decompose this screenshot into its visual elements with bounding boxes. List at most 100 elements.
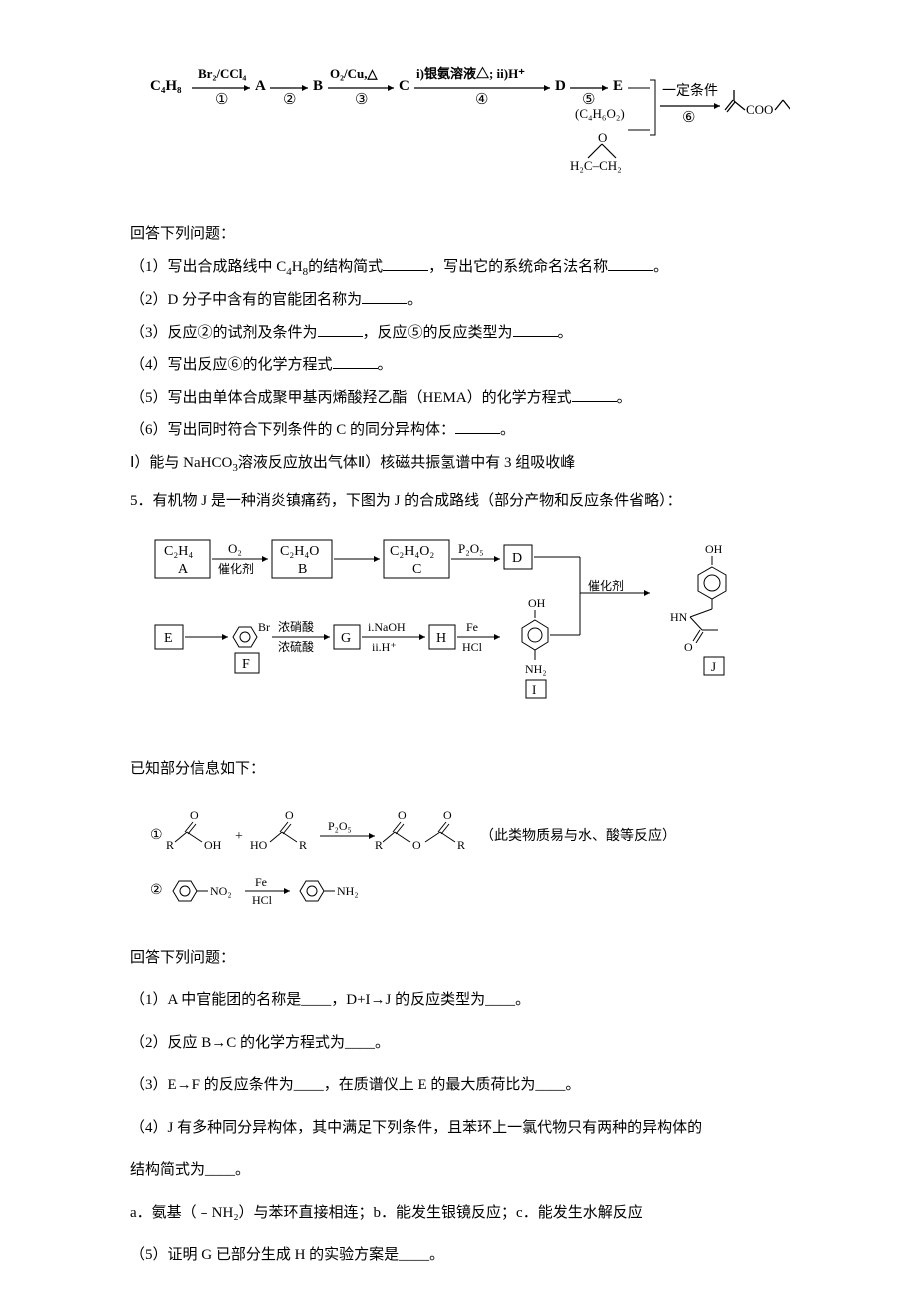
h-fe: Fe bbox=[255, 875, 267, 889]
q4-intro: 回答下列问题： bbox=[130, 220, 790, 249]
s1-epo-o: O bbox=[598, 130, 607, 145]
s2-I-l: I bbox=[532, 682, 536, 697]
s1-a4-top: i)银氨溶液△; ii)H⁺ bbox=[416, 66, 525, 81]
s2-G-l: G bbox=[341, 631, 351, 646]
q4-p1b: 的结构简式 bbox=[308, 259, 383, 275]
blank bbox=[383, 255, 428, 271]
s1-c4h8: C₄H₈ bbox=[150, 78, 182, 94]
q4-p5a: （5）写出由单体合成聚甲基丙烯酸羟乙酯（HEMA）的化学方程式 bbox=[130, 390, 572, 406]
s1-a3-bot: ③ bbox=[355, 92, 368, 108]
blank bbox=[572, 386, 617, 402]
h-tail: （此类物质易与水、酸等反应） bbox=[480, 827, 676, 844]
blank bbox=[333, 353, 378, 369]
blank bbox=[362, 288, 407, 304]
s1-coo: COO bbox=[746, 102, 773, 117]
h-no2: NO₂ bbox=[210, 884, 232, 898]
q5-p2: （2）反应 B→C 的化学方程式为____。 bbox=[130, 1029, 790, 1058]
q5-known: 已知部分信息如下： bbox=[130, 755, 790, 784]
q4-p1d: 。 bbox=[653, 259, 668, 275]
q4-p4: （4）写出反应⑥的化学方程式 。 bbox=[130, 351, 790, 380]
h-plus: + bbox=[235, 829, 243, 844]
s2-I-oh: OH bbox=[528, 596, 546, 610]
s2-hi-top: Fe bbox=[466, 620, 478, 634]
s2-E-l: E bbox=[164, 631, 173, 646]
h-hcl: HCl bbox=[252, 893, 273, 907]
q4-p3c: 。 bbox=[558, 325, 573, 341]
q5-p4b: 结构简式为____。 bbox=[130, 1156, 790, 1185]
s2-cd: P₂O₅ bbox=[458, 541, 484, 556]
svg-text:O: O bbox=[285, 808, 294, 822]
s2-fg-bot: 浓硫酸 bbox=[278, 639, 314, 654]
s2-ab-top: O₂ bbox=[228, 541, 242, 556]
q5-p3: （3）E→F 的反应条件为____，在质谱仪上 E 的最大质荷比为____。 bbox=[130, 1071, 790, 1100]
h-n1: ① bbox=[150, 828, 163, 843]
q4-p4a: （4）写出反应⑥的化学方程式 bbox=[130, 357, 333, 373]
s1-a2-bot: ② bbox=[283, 92, 296, 108]
q4-p1: （1）写出合成路线中 C4H8的结构简式，写出它的系统命名法名称。 bbox=[130, 253, 790, 283]
s1-cond: 一定条件 bbox=[662, 82, 718, 99]
s2-A-f: C₂H₄ bbox=[164, 544, 193, 559]
h-R2: R bbox=[299, 838, 307, 852]
q4-p4b: 。 bbox=[378, 357, 393, 373]
scheme-1: C₄H₈ Br₂/CCl₄ ① A ② B O₂/Cu,△ ③ C i)银氨溶液… bbox=[150, 60, 790, 200]
s2-J-hn: HN bbox=[670, 610, 688, 624]
q4-p6: （6）写出同时符合下列条件的 C 的同分异构体：。 bbox=[130, 416, 790, 445]
hints: ① O R OH + O HO R P₂O₅ O R O O R （ bbox=[150, 804, 790, 924]
s1-B: B bbox=[313, 78, 323, 94]
h-n2: ② bbox=[150, 883, 163, 898]
h-p2o5: P₂O₅ bbox=[328, 819, 352, 833]
q5-p1: （1）A 中官能团的名称是____，D+I→J 的反应类型为____。 bbox=[130, 986, 790, 1015]
scheme1-svg: C₄H₈ Br₂/CCl₄ ① A ② B O₂/Cu,△ ③ C i)银氨溶液… bbox=[150, 60, 790, 200]
s2-B-l: B bbox=[298, 562, 307, 577]
s1-D: D bbox=[555, 78, 566, 94]
s1-A: A bbox=[255, 78, 266, 94]
q4-p7a: Ⅰ）能与 NaHCO bbox=[130, 455, 232, 471]
h-R4: R bbox=[457, 838, 465, 852]
s2-gh-top: i.NaOH bbox=[368, 620, 406, 634]
h-R3: R bbox=[375, 838, 383, 852]
s2-ab-bot: 催化剂 bbox=[218, 561, 254, 576]
q4-p3b: ，反应⑤的反应类型为 bbox=[363, 325, 513, 341]
svg-text:O: O bbox=[190, 808, 199, 822]
s2-dj: 催化剂 bbox=[588, 578, 624, 593]
q5-num: 5．有机物 J 是一种消炎镇痛药，下图为 J 的合成路线（部分产物和反应条件省略… bbox=[130, 487, 790, 516]
s1-a3-top: O₂/Cu,△ bbox=[330, 66, 378, 81]
q4-p1c: ，写出它的系统命名法名称 bbox=[428, 259, 608, 275]
s1-E: E bbox=[613, 78, 623, 94]
s1-a6-bot: ⑥ bbox=[682, 110, 695, 126]
q5-p6: （5）证明 G 已部分生成 H 的实验方案是____。 bbox=[130, 1241, 790, 1270]
s2-C-l: C bbox=[412, 562, 421, 577]
s2-gh-bot: ii.H⁺ bbox=[372, 640, 397, 654]
s1-e-sub: (C₄H₆O₂) bbox=[575, 106, 625, 121]
scheme-2: C₂H₄ A O₂ 催化剂 C₂H₄O B C₂H₄O₂ C P₂O₅ D 催化… bbox=[150, 535, 790, 735]
q4-p3a: （3）反应②的试剂及条件为 bbox=[130, 325, 318, 341]
q4-p6a: （6）写出同时符合下列条件的 C 的同分异构体： bbox=[130, 422, 455, 438]
q4-p2b: 。 bbox=[407, 292, 422, 308]
q4-p1a: （1）写出合成路线中 C bbox=[130, 259, 286, 275]
s1-a1-bot: ① bbox=[215, 92, 228, 108]
s2-J-oh: OH bbox=[705, 542, 723, 556]
s2-A-l: A bbox=[178, 562, 189, 577]
s2-F-br: Br bbox=[258, 620, 270, 634]
q5-p4a: （4）J 有多种同分异构体，其中满足下列条件，且苯环上一氯代物只有两种的异构体的 bbox=[130, 1114, 790, 1143]
sub4: 4 bbox=[286, 266, 292, 278]
s2-fg-top: 浓硝酸 bbox=[278, 619, 314, 634]
s2-J-l: J bbox=[711, 659, 716, 674]
h-R1: R bbox=[166, 838, 174, 852]
blank bbox=[513, 321, 558, 337]
q5-intro: 回答下列问题： bbox=[130, 944, 790, 973]
q4-p7b: 溶液反应放出气体Ⅱ）核磁共振氢谱中有 3 组吸收峰 bbox=[238, 455, 575, 471]
h-OH1: OH bbox=[204, 838, 222, 852]
s2-I-nh2: NH₂ bbox=[525, 662, 547, 676]
s2-H-l: H bbox=[436, 631, 446, 646]
q4-p2a: （2）D 分子中含有的官能团名称为 bbox=[130, 292, 362, 308]
q4-p7: Ⅰ）能与 NaHCO3溶液反应放出气体Ⅱ）核磁共振氢谱中有 3 组吸收峰 bbox=[130, 449, 790, 479]
svg-text:O: O bbox=[398, 808, 407, 822]
q5-p5: a．氨基（﹣NH₂）与苯环直接相连；b．能发生银镜反应；c．能发生水解反应 bbox=[130, 1199, 790, 1228]
blank bbox=[318, 321, 363, 337]
s2-B-f: C₂H₄O bbox=[280, 544, 319, 559]
q4-p3: （3）反应②的试剂及条件为 ，反应⑤的反应类型为 。 bbox=[130, 319, 790, 348]
hints-svg: ① O R OH + O HO R P₂O₅ O R O O R （ bbox=[150, 804, 790, 924]
s1-epo: H₂C–CH₂ bbox=[570, 158, 622, 173]
s1-a1-top: Br₂/CCl₄ bbox=[198, 66, 246, 81]
